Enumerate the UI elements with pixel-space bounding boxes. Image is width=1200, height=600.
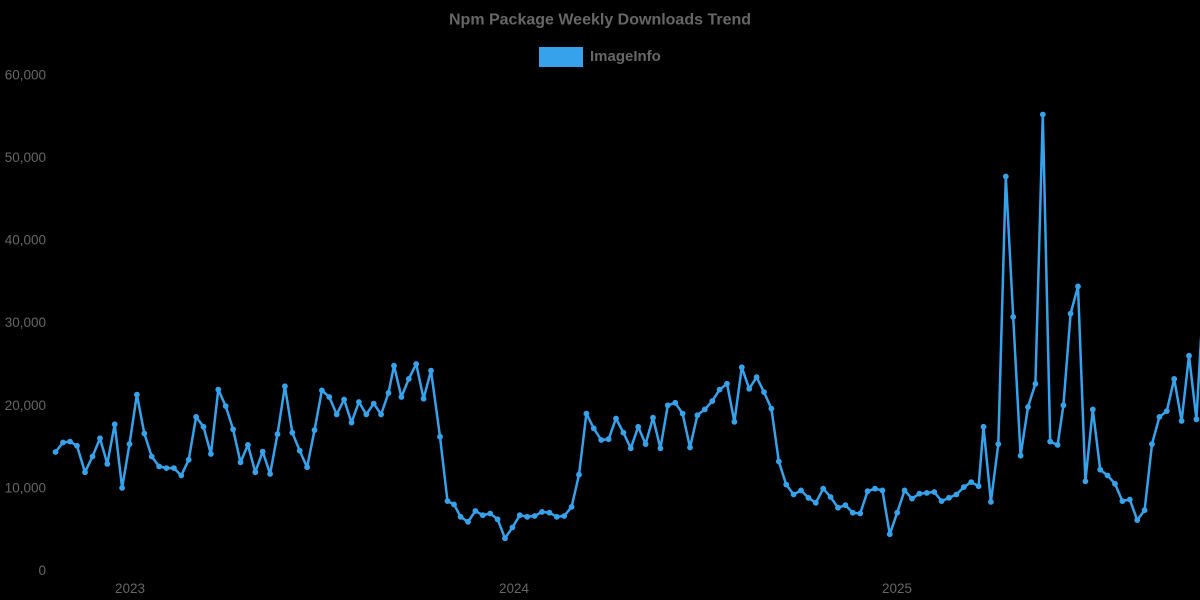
svg-text:60,000: 60,000 [5,67,46,82]
svg-text:2024: 2024 [499,581,530,596]
svg-text:2023: 2023 [115,581,145,596]
svg-text:ImageInfo: ImageInfo [590,48,661,65]
svg-text:40,000: 40,000 [5,233,46,248]
svg-text:0: 0 [38,563,46,578]
svg-text:20,000: 20,000 [5,398,46,413]
svg-text:2025: 2025 [882,581,912,596]
svg-text:10,000: 10,000 [5,480,46,495]
svg-text:50,000: 50,000 [5,150,46,165]
svg-text:Npm Package Weekly Downloads T: Npm Package Weekly Downloads Trend [449,12,751,29]
svg-text:30,000: 30,000 [5,315,46,330]
